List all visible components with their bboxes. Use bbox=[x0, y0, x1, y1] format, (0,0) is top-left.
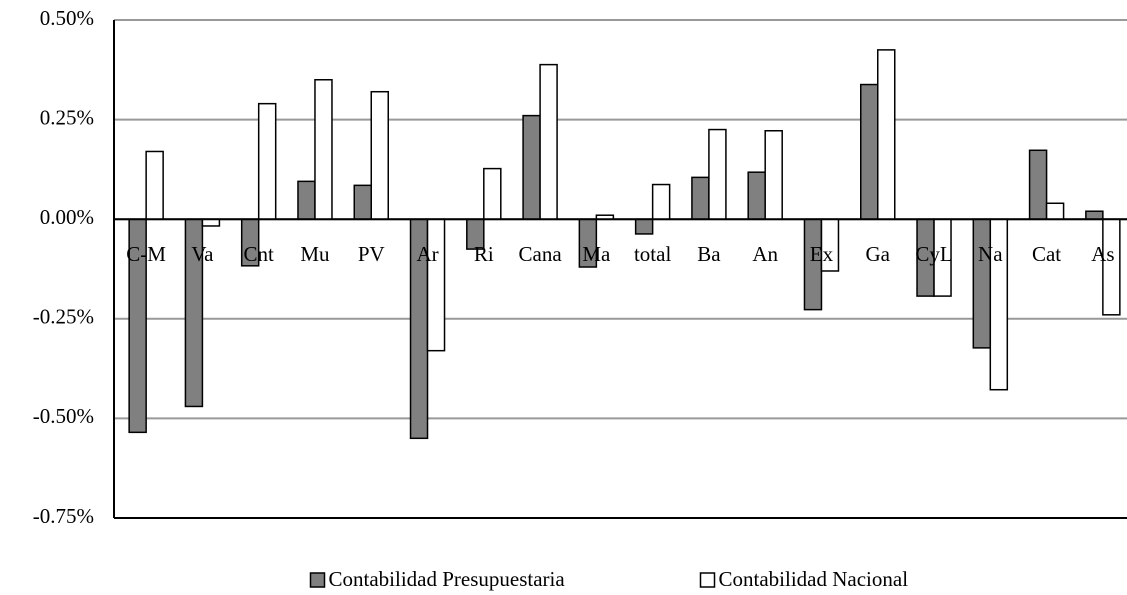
x-tick-label: Ba bbox=[697, 242, 721, 266]
y-tick-label: -0.25% bbox=[33, 305, 94, 329]
x-tick-label: C-M bbox=[126, 242, 166, 266]
bar bbox=[691, 176, 710, 220]
bar bbox=[353, 184, 372, 220]
x-tick-label: Na bbox=[978, 242, 1003, 266]
x-tick-label: Cnt bbox=[244, 242, 275, 266]
x-tick-label: Va bbox=[191, 242, 214, 266]
x-tick-label: Ar bbox=[416, 242, 438, 266]
x-tick-label: PV bbox=[358, 242, 385, 266]
x-tick-label: An bbox=[752, 242, 778, 266]
bar bbox=[257, 102, 277, 220]
bar bbox=[314, 79, 333, 220]
bar bbox=[708, 128, 727, 220]
bar bbox=[483, 167, 502, 220]
y-tick-label: -0.75% bbox=[33, 504, 94, 528]
legend-swatch bbox=[309, 572, 326, 588]
bar bbox=[877, 49, 896, 220]
y-tick-label: 0.50% bbox=[40, 6, 94, 30]
bar bbox=[747, 171, 766, 220]
x-tick-label: Ri bbox=[474, 242, 494, 266]
legend-swatch bbox=[699, 572, 716, 588]
x-tick-label: Mu bbox=[300, 242, 330, 266]
x-tick-label: Cat bbox=[1032, 242, 1061, 266]
x-tick-label: Ex bbox=[810, 242, 834, 266]
y-tick-label: 0.00% bbox=[40, 205, 94, 229]
bar bbox=[297, 180, 316, 220]
x-tick-label: Ma bbox=[582, 242, 611, 266]
x-tick-label: Ga bbox=[866, 242, 891, 266]
bar bbox=[539, 63, 558, 220]
y-tick-label: 0.25% bbox=[40, 105, 94, 129]
bar bbox=[426, 218, 446, 352]
bar bbox=[634, 218, 654, 235]
bar bbox=[1085, 210, 1104, 220]
bar bbox=[972, 218, 992, 349]
bar bbox=[201, 218, 221, 227]
bar bbox=[651, 183, 671, 220]
x-tick-label: Cana bbox=[519, 242, 563, 266]
legend-label: Contabilidad Presupuestaria bbox=[329, 567, 566, 591]
bar bbox=[145, 150, 164, 220]
bar bbox=[1102, 218, 1121, 316]
bar bbox=[370, 90, 389, 220]
bar bbox=[764, 130, 783, 220]
y-tick-label: -0.50% bbox=[33, 404, 94, 428]
bar bbox=[1028, 149, 1048, 220]
bar bbox=[522, 114, 541, 220]
legend-label: Contabilidad Nacional bbox=[719, 567, 909, 591]
x-tick-label: CyL bbox=[915, 242, 952, 266]
bar bbox=[860, 83, 879, 220]
x-tick-label: total bbox=[634, 242, 671, 266]
x-tick-label: As bbox=[1091, 242, 1114, 266]
bar bbox=[1045, 202, 1065, 220]
